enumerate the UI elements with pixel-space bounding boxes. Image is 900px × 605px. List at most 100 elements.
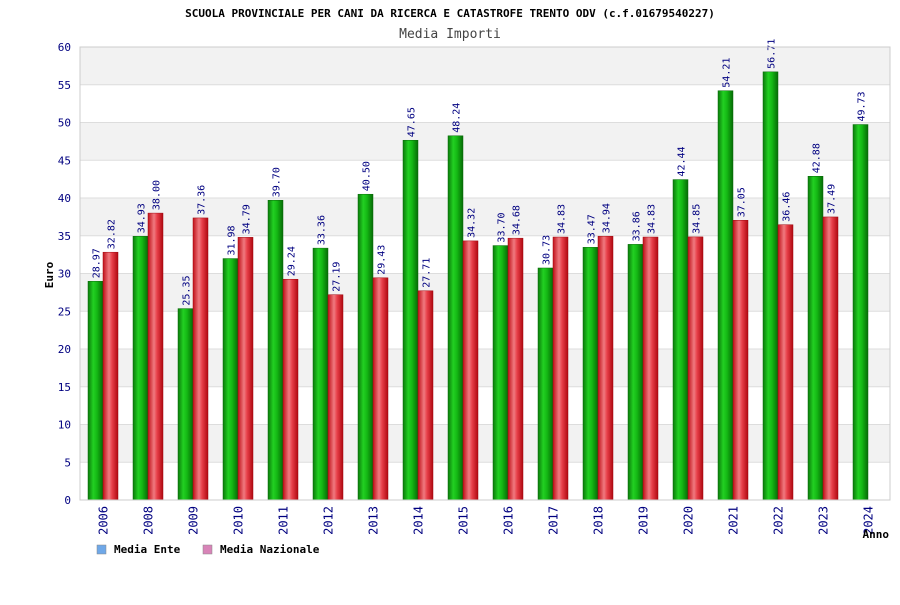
bar-ente [447, 135, 464, 501]
x-tick-label: 2006 [97, 506, 111, 535]
data-label: 30.73 [542, 235, 553, 265]
bar-ente [627, 244, 644, 501]
data-label: 32.82 [107, 219, 118, 249]
y-tick-label: 0 [64, 494, 71, 507]
plot-band [80, 349, 890, 387]
data-label: 34.93 [137, 203, 148, 233]
plot-band [80, 273, 890, 312]
x-tick-label: 2023 [817, 506, 831, 535]
x-tick-label: 2012 [322, 506, 336, 535]
data-label: 49.73 [857, 91, 868, 121]
data-label: 27.19 [332, 262, 343, 292]
plot-background [80, 47, 890, 500]
bar-nazionale [822, 216, 839, 501]
bar-ente [402, 139, 419, 501]
data-label: 33.36 [317, 215, 328, 245]
data-label: 34.94 [602, 203, 613, 233]
legend-swatch [96, 544, 107, 555]
y-tick-label: 25 [58, 305, 71, 318]
data-label: 42.88 [812, 143, 823, 173]
chart-title: SCUOLA PROVINCIALE PER CANI DA RICERCA E… [185, 7, 715, 20]
data-label: 25.35 [182, 275, 193, 305]
y-tick-label: 50 [58, 117, 71, 130]
bar-nazionale [147, 212, 164, 501]
x-tick-label: 2013 [367, 506, 381, 535]
plot-band [80, 235, 890, 274]
x-tick-label: 2024 [862, 506, 876, 535]
x-tick-label: 2008 [142, 506, 156, 535]
x-tick-label: 2019 [637, 506, 651, 535]
data-label: 34.68 [512, 205, 523, 235]
bar-ente [807, 176, 824, 501]
bars [87, 71, 869, 501]
plot-band [80, 462, 890, 500]
data-labels: 28.97 32.82 34.93 38.00 25.35 37.36 31.98 34.79… [92, 39, 868, 306]
y-tick-label: 15 [58, 381, 71, 394]
bar-nazionale [282, 278, 299, 501]
bar-ente [222, 258, 239, 501]
data-label: 33.47 [587, 214, 598, 244]
data-label: 40.50 [362, 161, 373, 191]
bar-ente [762, 71, 779, 501]
data-label: 31.98 [227, 225, 238, 255]
data-label: 34.32 [467, 208, 478, 238]
bar-nazionale [777, 224, 794, 501]
data-label: 27.71 [422, 258, 433, 288]
data-label: 47.65 [407, 107, 418, 137]
data-label: 33.70 [497, 212, 508, 242]
data-label: 37.05 [737, 187, 748, 217]
data-label: 36.46 [782, 192, 793, 222]
y-tick-label: 35 [58, 230, 71, 243]
legend: Media Ente Media Nazionale [96, 543, 320, 556]
x-tick-label: 2010 [232, 506, 246, 535]
data-label: 54.21 [722, 58, 733, 88]
plot-band [80, 122, 890, 161]
bar-nazionale [372, 277, 389, 501]
y-tick-label: 20 [58, 343, 71, 356]
legend-swatch [202, 544, 213, 555]
data-label: 56.71 [767, 39, 778, 69]
x-tick-label: 2020 [682, 506, 696, 535]
y-tick-label: 40 [58, 192, 71, 205]
bar-nazionale [192, 217, 209, 501]
data-label: 38.00 [152, 180, 163, 210]
plot-band [80, 386, 890, 425]
data-label: 34.83 [557, 204, 568, 234]
bar-ente [312, 247, 329, 501]
bar-nazionale [597, 235, 614, 501]
plot-band [80, 424, 890, 463]
x-axis-label: Anno [863, 528, 890, 541]
bar-ente [717, 90, 734, 501]
bar-ente [672, 179, 689, 501]
data-label: 33.86 [632, 211, 643, 241]
x-tick-label: 2015 [457, 506, 471, 535]
x-tick-label: 2014 [412, 506, 426, 535]
x-tick-label: 2018 [592, 506, 606, 535]
data-label: 37.36 [197, 185, 208, 215]
bar-nazionale [102, 251, 119, 501]
data-label: 29.43 [377, 245, 388, 275]
y-tick-label: 60 [58, 41, 71, 54]
bar-nazionale [507, 237, 524, 501]
y-tick-label: 10 [58, 419, 71, 432]
plot-band [80, 311, 890, 349]
plot-band [80, 84, 890, 123]
bar-nazionale [327, 294, 344, 501]
y-tick-label: 45 [58, 154, 71, 167]
data-label: 29.24 [287, 246, 298, 276]
bar-ente [267, 200, 284, 501]
x-axis-ticks: 2006 2008 2009 2010 2011 2012 2013 2014 2015 2016… [97, 506, 876, 535]
plot-border [79, 46, 891, 501]
y-tick-label: 55 [58, 79, 71, 92]
bar-nazionale [462, 240, 479, 501]
bar-nazionale [417, 290, 434, 501]
legend-label: Media Nazionale [220, 543, 320, 556]
plot-band [80, 47, 890, 85]
bar-ente [492, 245, 509, 501]
bar-ente [357, 193, 374, 501]
data-label: 39.70 [272, 167, 283, 197]
bar-nazionale [687, 236, 704, 501]
data-label: 42.44 [677, 146, 688, 176]
data-label: 34.79 [242, 204, 253, 234]
